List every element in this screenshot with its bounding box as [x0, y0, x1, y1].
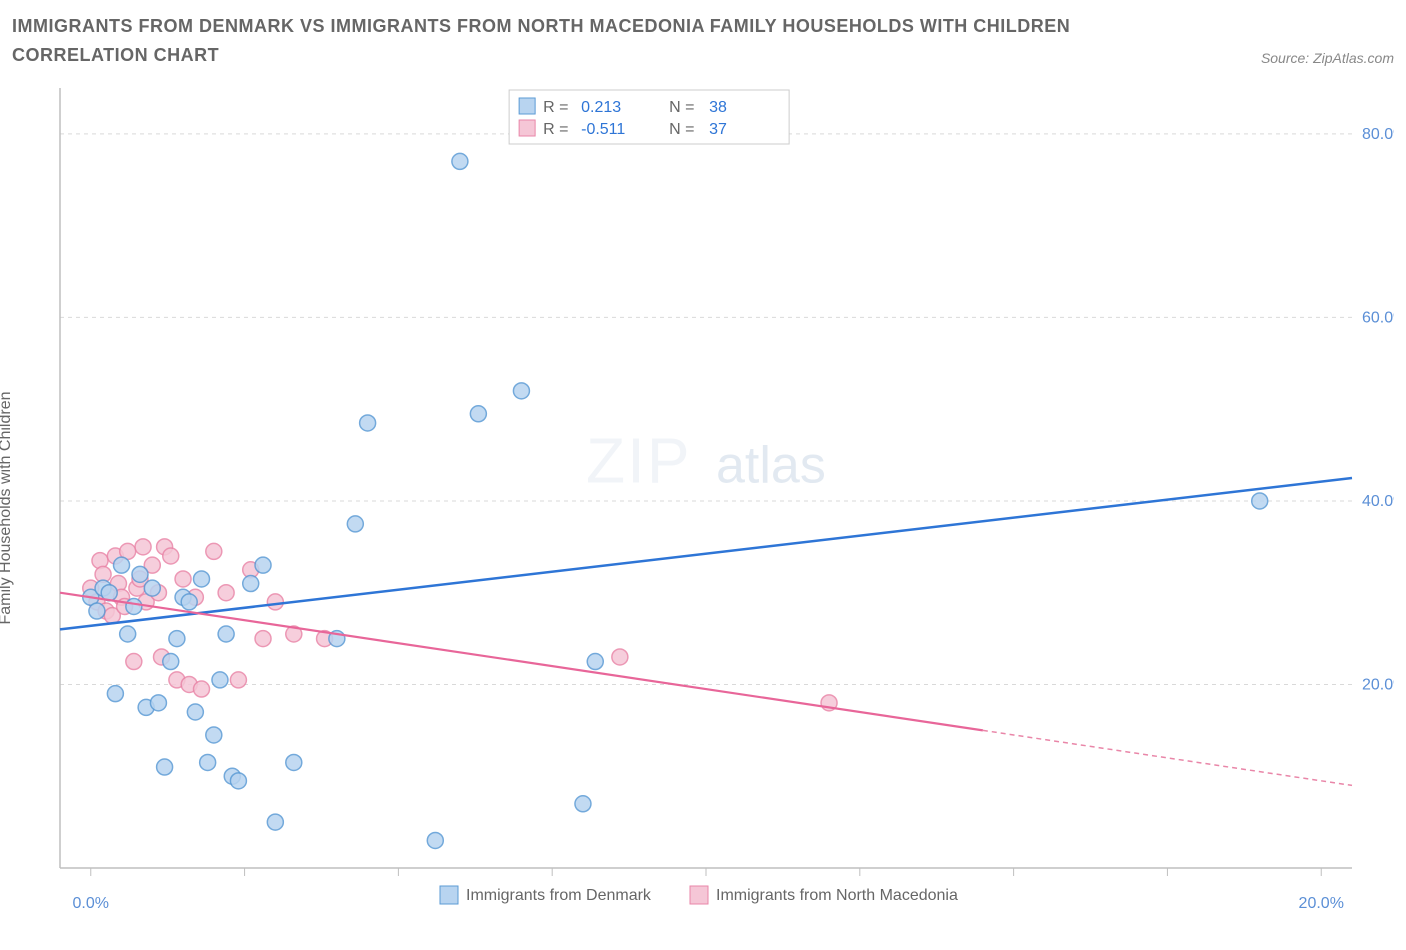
- y-tick-label: 80.0%: [1362, 125, 1394, 142]
- data-point-blue: [114, 557, 130, 573]
- data-point-blue: [144, 580, 160, 596]
- watermark-atlas: atlas: [716, 436, 826, 494]
- chart-area: Family Households with Children 20.0%40.…: [12, 78, 1394, 938]
- data-point-blue: [360, 415, 376, 431]
- legend-r-label: R =: [543, 121, 568, 138]
- header-row: IMMIGRANTS FROM DENMARK VS IMMIGRANTS FR…: [12, 12, 1394, 70]
- data-point-blue: [1252, 493, 1268, 509]
- data-point-blue: [230, 772, 246, 788]
- legend-r-value: 0.213: [581, 99, 621, 116]
- data-point-pink: [230, 671, 246, 687]
- data-point-blue: [132, 566, 148, 582]
- chart-title: IMMIGRANTS FROM DENMARK VS IMMIGRANTS FR…: [12, 12, 1112, 70]
- legend-swatch-blue: [519, 98, 535, 114]
- data-point-blue: [427, 832, 443, 848]
- data-point-blue: [200, 754, 216, 770]
- data-point-blue: [243, 575, 259, 591]
- chart-container: IMMIGRANTS FROM DENMARK VS IMMIGRANTS FR…: [12, 12, 1394, 938]
- data-point-blue: [513, 382, 529, 398]
- legend-n-value: 37: [709, 121, 727, 138]
- data-point-pink: [126, 653, 142, 669]
- data-point-blue: [150, 694, 166, 710]
- data-point-blue: [452, 153, 468, 169]
- bottom-legend-swatch: [440, 886, 458, 904]
- data-point-blue: [194, 571, 210, 587]
- data-point-blue: [187, 704, 203, 720]
- data-point-pink: [194, 681, 210, 697]
- data-point-blue: [169, 630, 185, 646]
- data-point-blue: [206, 727, 222, 743]
- data-point-pink: [255, 630, 271, 646]
- data-point-blue: [89, 603, 105, 619]
- data-point-blue: [218, 626, 234, 642]
- bottom-legend-label: Immigrants from North Macedonia: [716, 887, 958, 904]
- watermark-zip: ZIP: [586, 424, 692, 496]
- data-point-blue: [212, 671, 228, 687]
- legend-r-value: -0.511: [581, 121, 625, 138]
- source-label: Source: ZipAtlas.com: [1261, 50, 1394, 70]
- data-point-pink: [135, 538, 151, 554]
- y-tick-label: 40.0%: [1362, 493, 1394, 510]
- data-point-blue: [470, 405, 486, 421]
- data-point-blue: [255, 557, 271, 573]
- y-axis-label: Family Households with Children: [0, 391, 15, 624]
- data-point-pink: [267, 593, 283, 609]
- data-point-blue: [587, 653, 603, 669]
- legend-r-label: R =: [543, 99, 568, 116]
- data-point-blue: [120, 626, 136, 642]
- scatter-chart-svg: 20.0% 40.0% 60.0% 80.0% ZIP atlas 0.0% 20.0% R =…: [12, 78, 1394, 938]
- data-point-blue: [107, 685, 123, 701]
- y-tick-label: 60.0%: [1362, 309, 1394, 326]
- data-point-pink: [206, 543, 222, 559]
- data-point-blue: [347, 515, 363, 531]
- y-tick-label: 20.0%: [1362, 676, 1394, 693]
- data-point-pink: [163, 548, 179, 564]
- legend-n-label: N =: [669, 121, 694, 138]
- data-point-blue: [157, 759, 173, 775]
- data-point-blue: [181, 593, 197, 609]
- data-point-blue: [267, 814, 283, 830]
- data-point-blue: [575, 795, 591, 811]
- bottom-legend-label: Immigrants from Denmark: [466, 887, 652, 904]
- data-point-pink: [612, 649, 628, 665]
- data-point-blue: [126, 598, 142, 614]
- data-point-blue: [163, 653, 179, 669]
- data-point-blue: [286, 754, 302, 770]
- trend-line-pink-extrap: [983, 730, 1352, 785]
- x-tick-label: 20.0%: [1299, 895, 1344, 912]
- legend-swatch-pink: [519, 120, 535, 136]
- legend-n-value: 38: [709, 99, 727, 116]
- data-point-pink: [175, 571, 191, 587]
- data-point-pink: [218, 584, 234, 600]
- legend-n-label: N =: [669, 99, 694, 116]
- bottom-legend-swatch: [690, 886, 708, 904]
- x-tick-label: 0.0%: [73, 895, 109, 912]
